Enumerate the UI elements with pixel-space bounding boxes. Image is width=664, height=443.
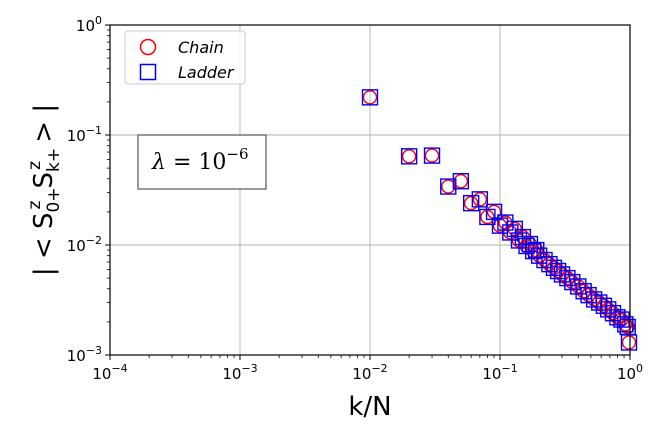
ladder-point bbox=[530, 247, 548, 264]
ladder-point bbox=[497, 214, 514, 231]
x-tick-label: 10−3 bbox=[222, 362, 257, 383]
chain-point bbox=[453, 174, 469, 189]
legend-chain-label: Chain bbox=[178, 38, 224, 57]
ladder-point bbox=[518, 237, 535, 255]
x-axis-label: k/N bbox=[348, 392, 391, 422]
ladder-point bbox=[528, 241, 545, 259]
chain-point bbox=[401, 149, 417, 164]
data-markers bbox=[361, 89, 638, 351]
annotation-box bbox=[137, 134, 267, 190]
legend: Chain Ladder bbox=[124, 30, 246, 85]
y-axis-label-s1-sub: 0 bbox=[44, 202, 64, 213]
y-axis-label-s1-subplus: + bbox=[44, 187, 64, 201]
annotation-base: 10 bbox=[198, 150, 226, 175]
x-tick-label: 10−4 bbox=[92, 362, 127, 383]
ladder-point bbox=[564, 273, 581, 291]
x-tick-label: 100 bbox=[617, 362, 643, 383]
y-tick-label: 10−3 bbox=[67, 344, 102, 365]
ladder-point bbox=[559, 269, 576, 287]
y-axis-label-s2-sub: k bbox=[44, 162, 64, 172]
y-tick-label: 100 bbox=[76, 14, 102, 35]
ladder-point bbox=[617, 316, 634, 333]
x-tick-label: 10−1 bbox=[482, 362, 517, 383]
ladder-point bbox=[440, 178, 457, 195]
x-tick-label: 10−2 bbox=[352, 362, 387, 383]
chain-point bbox=[621, 335, 637, 350]
y-axis-label-pre: | < bbox=[29, 229, 59, 276]
chain-point bbox=[576, 284, 591, 299]
ladder-point bbox=[462, 194, 480, 212]
chain-point bbox=[531, 248, 547, 263]
svg-text:| < S0+zSk+z > |: | < S0+zSk+z > | bbox=[25, 104, 64, 276]
chain-point bbox=[472, 192, 488, 207]
annotation-eq: = bbox=[166, 150, 198, 175]
chain-point bbox=[571, 279, 586, 294]
y-tick-label: 10−1 bbox=[67, 124, 102, 145]
legend-ladder-label: Ladder bbox=[178, 63, 235, 82]
y-axis-label-s1: S bbox=[29, 213, 59, 230]
ladder-point bbox=[604, 304, 622, 322]
chain-point bbox=[463, 195, 479, 211]
svg-text:λ = 10−6: λ = 10−6 bbox=[151, 145, 249, 175]
ladder-point bbox=[524, 242, 542, 260]
chain-point bbox=[362, 90, 378, 105]
ladder-point bbox=[400, 148, 418, 165]
y-tick-label: 10−2 bbox=[67, 234, 102, 255]
lambda-annotation: λ = 10−6 bbox=[137, 134, 267, 190]
annotation-exp: −6 bbox=[226, 145, 248, 163]
y-axis-label-s1-sup: z bbox=[25, 200, 45, 209]
chain-point bbox=[441, 179, 456, 194]
y-axis-label-s2-subplus: + bbox=[44, 148, 64, 162]
legend-ladder-marker bbox=[139, 63, 157, 81]
ladder-point bbox=[485, 203, 503, 221]
ladder-point bbox=[471, 191, 489, 208]
annotation-lambda: λ bbox=[151, 150, 166, 175]
ladder-point bbox=[423, 147, 441, 164]
chain-point bbox=[424, 148, 440, 163]
y-axis-label-s2: S bbox=[29, 172, 59, 189]
ladder-point bbox=[361, 89, 379, 106]
ladder-point bbox=[570, 278, 587, 295]
ladder-point bbox=[479, 208, 496, 226]
y-axis-label-s2-sup: z bbox=[25, 161, 45, 170]
ladder-point bbox=[452, 173, 470, 190]
y-axis-label-post: > | bbox=[29, 104, 59, 151]
ladder-point bbox=[620, 334, 638, 351]
ladder-point bbox=[575, 283, 592, 300]
legend-chain-marker bbox=[139, 38, 157, 56]
ladder-point bbox=[585, 291, 603, 308]
y-axis-label: | < S0+zSk+z > | bbox=[25, 104, 64, 276]
